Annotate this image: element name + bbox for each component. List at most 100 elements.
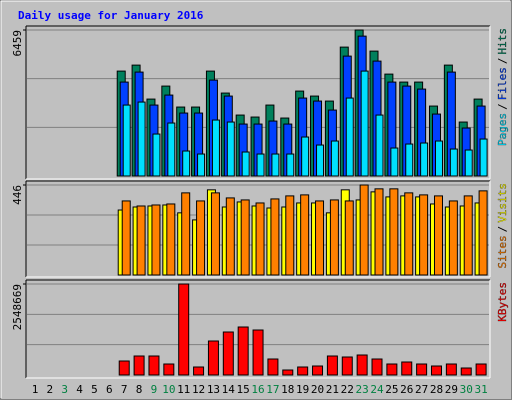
x-tick-label: 24 xyxy=(370,383,384,396)
legend: KBytes xyxy=(496,282,509,322)
bar xyxy=(285,195,295,276)
bar xyxy=(255,202,265,276)
bar xyxy=(167,122,176,177)
bar xyxy=(271,153,280,177)
legend-separator: / xyxy=(496,103,509,110)
legend-separator: / xyxy=(496,226,509,233)
y-tick-label: 446 xyxy=(11,185,24,205)
x-tick-label: 23 xyxy=(356,383,369,396)
bar xyxy=(252,329,264,376)
bar xyxy=(359,184,369,276)
bar xyxy=(225,197,235,276)
bar xyxy=(118,360,130,376)
bar xyxy=(151,204,161,276)
bar xyxy=(270,198,280,276)
legend-entry: Pages xyxy=(496,113,509,146)
bar xyxy=(404,192,414,276)
x-tick-label: 3 xyxy=(61,383,68,396)
bar xyxy=(237,326,249,376)
y-tick-label: 6459 xyxy=(11,30,24,57)
x-tick-label: 15 xyxy=(237,383,250,396)
bar xyxy=(479,138,488,177)
bar xyxy=(207,340,219,376)
bar xyxy=(178,283,190,376)
x-tick-label: 1 xyxy=(32,383,39,396)
bar xyxy=(345,97,354,177)
x-tick-label: 8 xyxy=(136,383,143,396)
bar xyxy=(137,101,146,177)
bar xyxy=(286,153,295,177)
bar xyxy=(475,363,487,376)
legend-entry: Sites xyxy=(496,235,509,268)
x-tick-label: 22 xyxy=(341,383,354,396)
legend-entry: Hits xyxy=(496,28,509,55)
bar xyxy=(448,200,458,276)
legend-entry: Files xyxy=(496,67,509,100)
bar xyxy=(371,358,383,376)
bar xyxy=(356,354,368,376)
bar xyxy=(136,205,146,276)
x-tick-label: 28 xyxy=(430,383,443,396)
bar xyxy=(341,356,353,376)
bar xyxy=(360,70,369,177)
bar xyxy=(163,363,175,376)
bar xyxy=(390,147,399,177)
x-tick-label: 14 xyxy=(222,383,236,396)
bar xyxy=(301,136,310,177)
bar xyxy=(166,203,176,276)
bar xyxy=(210,192,220,276)
legend-separator: / xyxy=(496,58,509,65)
bar xyxy=(222,331,234,376)
bar xyxy=(389,188,399,276)
x-tick-label: 10 xyxy=(162,383,175,396)
legend-entry: KBytes xyxy=(496,282,509,322)
bar xyxy=(419,194,429,276)
x-tick-label: 19 xyxy=(296,383,309,396)
bar xyxy=(240,199,250,276)
bar xyxy=(211,119,220,177)
bar xyxy=(300,194,310,276)
bar xyxy=(416,363,428,376)
x-tick-label: 26 xyxy=(400,383,413,396)
bar xyxy=(386,363,398,376)
bar xyxy=(464,149,473,177)
bar xyxy=(420,142,429,177)
x-tick-label: 27 xyxy=(415,383,428,396)
x-tick-label: 9 xyxy=(151,383,158,396)
bar xyxy=(430,365,442,376)
bar xyxy=(434,140,443,177)
bar xyxy=(122,104,131,177)
bar xyxy=(478,190,488,276)
bar xyxy=(282,369,294,376)
bar xyxy=(330,140,339,177)
bar xyxy=(449,148,458,177)
bar xyxy=(405,143,414,177)
bar xyxy=(193,366,205,376)
x-tick-label: 4 xyxy=(76,383,83,396)
bar xyxy=(326,355,338,376)
x-tick-label: 25 xyxy=(385,383,398,396)
bar xyxy=(460,367,472,376)
bar xyxy=(148,355,160,376)
chart-title: Daily usage for January 2016 xyxy=(18,9,204,22)
x-tick-label: 16 xyxy=(251,383,264,396)
x-tick-label: 29 xyxy=(445,383,458,396)
bar xyxy=(226,121,235,177)
x-tick-label: 31 xyxy=(474,383,487,396)
x-tick-label: 5 xyxy=(91,383,98,396)
bar xyxy=(182,150,191,177)
x-tick-label: 6 xyxy=(106,383,113,396)
bar xyxy=(344,200,354,276)
bar xyxy=(256,153,265,177)
bar xyxy=(315,200,325,276)
y-tick-label: 2548669 xyxy=(11,284,24,330)
bar xyxy=(267,358,279,376)
x-tick-label: 30 xyxy=(460,383,473,396)
bar xyxy=(312,365,324,376)
bar xyxy=(375,114,384,177)
bar xyxy=(152,133,161,177)
bar xyxy=(401,361,413,376)
bar xyxy=(241,151,250,177)
bar xyxy=(133,355,145,376)
